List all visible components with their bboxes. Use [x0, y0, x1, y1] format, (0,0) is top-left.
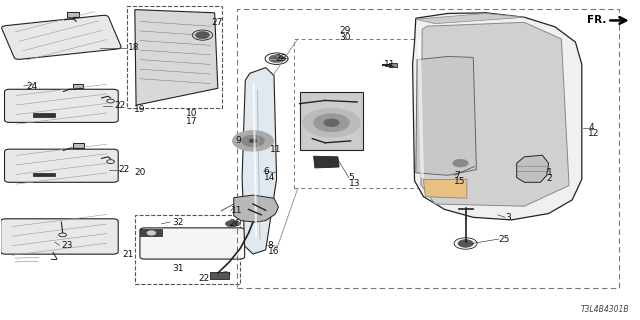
Circle shape: [147, 231, 156, 235]
Bar: [140, 229, 163, 236]
Circle shape: [314, 114, 349, 132]
Text: 11: 11: [384, 60, 396, 69]
Text: 8: 8: [268, 241, 273, 250]
Text: 28: 28: [275, 53, 287, 62]
Bar: [300, 92, 364, 150]
Text: 22: 22: [198, 274, 210, 283]
Polygon shape: [242, 68, 276, 254]
FancyBboxPatch shape: [67, 12, 79, 17]
Text: 24: 24: [26, 82, 38, 91]
Text: FR.: FR.: [587, 15, 606, 26]
Circle shape: [249, 139, 257, 143]
Circle shape: [225, 220, 238, 227]
Text: 32: 32: [172, 218, 183, 227]
FancyBboxPatch shape: [4, 149, 118, 182]
Bar: [135, 215, 240, 284]
Text: 22: 22: [115, 101, 125, 110]
FancyBboxPatch shape: [140, 228, 244, 259]
Text: 16: 16: [268, 247, 279, 256]
Text: 5: 5: [349, 173, 355, 182]
FancyBboxPatch shape: [4, 89, 118, 123]
Text: 4: 4: [588, 123, 594, 132]
Polygon shape: [416, 13, 524, 24]
Polygon shape: [135, 10, 218, 105]
Text: 22: 22: [119, 165, 130, 174]
Text: 18: 18: [129, 43, 140, 52]
Text: 26: 26: [229, 219, 241, 228]
Text: 25: 25: [499, 235, 510, 244]
Circle shape: [241, 135, 264, 147]
Circle shape: [195, 32, 209, 39]
FancyBboxPatch shape: [73, 84, 83, 88]
Text: 9: 9: [236, 136, 241, 145]
Circle shape: [232, 131, 273, 151]
Text: 29: 29: [339, 27, 351, 36]
Circle shape: [324, 119, 339, 126]
FancyBboxPatch shape: [1, 219, 118, 254]
Bar: [127, 6, 221, 108]
Text: 3: 3: [505, 213, 511, 222]
Polygon shape: [413, 13, 582, 220]
Text: 6: 6: [264, 167, 269, 176]
Text: 19: 19: [134, 105, 145, 114]
Text: 23: 23: [61, 241, 73, 250]
Polygon shape: [314, 156, 339, 168]
Bar: [33, 173, 55, 176]
Text: 2: 2: [547, 174, 552, 183]
Polygon shape: [424, 179, 467, 198]
FancyBboxPatch shape: [389, 63, 397, 67]
FancyBboxPatch shape: [74, 143, 84, 148]
Bar: [237, 9, 619, 288]
Text: 11: 11: [270, 145, 282, 154]
Text: 10: 10: [186, 109, 197, 118]
Polygon shape: [416, 56, 476, 175]
Text: 14: 14: [264, 173, 275, 182]
Text: 7: 7: [454, 171, 460, 180]
Text: 30: 30: [339, 33, 351, 42]
Text: 15: 15: [454, 177, 466, 186]
Text: 11: 11: [230, 206, 242, 215]
Bar: [294, 39, 453, 188]
Bar: [33, 114, 55, 117]
Text: 17: 17: [186, 116, 197, 126]
Text: 31: 31: [172, 264, 183, 273]
Polygon shape: [234, 195, 278, 222]
Text: 12: 12: [588, 129, 600, 138]
Polygon shape: [516, 155, 548, 182]
Circle shape: [453, 159, 468, 167]
Text: 1: 1: [547, 168, 552, 177]
Text: 21: 21: [122, 251, 133, 260]
FancyBboxPatch shape: [209, 272, 229, 279]
Text: T3L4B4301B: T3L4B4301B: [581, 305, 630, 314]
Circle shape: [458, 240, 473, 247]
Circle shape: [303, 108, 360, 137]
FancyBboxPatch shape: [2, 15, 121, 60]
Circle shape: [269, 55, 284, 62]
Text: 13: 13: [349, 180, 360, 188]
Polygon shape: [421, 22, 569, 206]
Text: 27: 27: [211, 18, 223, 27]
Text: 20: 20: [135, 168, 146, 177]
